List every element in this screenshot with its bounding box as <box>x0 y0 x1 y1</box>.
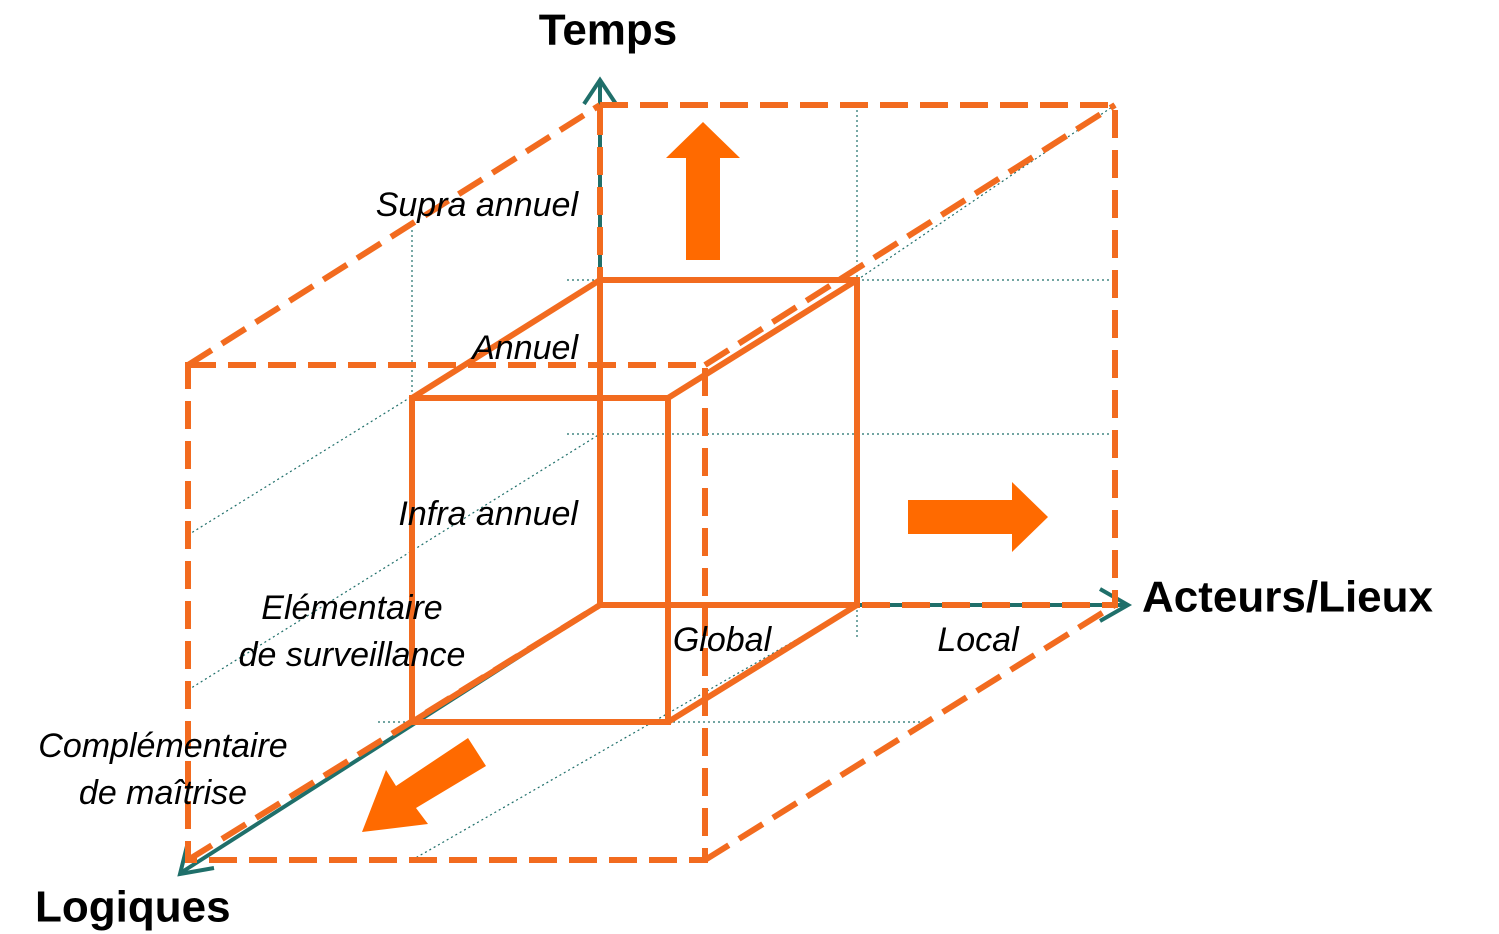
logics-axis-label: Logiques <box>35 883 231 932</box>
actors-level: Local <box>937 621 1020 659</box>
actors-level: Global <box>673 621 773 659</box>
time-axis-label: Temps <box>539 6 678 55</box>
time-level: Infra annuel <box>398 495 579 533</box>
logics-level: de surveillance <box>239 636 466 674</box>
logics-level: Elémentaire <box>261 589 442 627</box>
logics-level: Complémentaire <box>38 727 287 765</box>
actors-axis-label: Acteurs/Lieux <box>1142 573 1434 622</box>
time-level: Annuel <box>470 329 579 367</box>
grid-lines <box>187 104 1116 861</box>
inner-cube <box>409 277 860 725</box>
outer-cube <box>185 102 1118 863</box>
time-level: Supra annuel <box>376 186 580 224</box>
axes <box>177 76 1133 877</box>
logics-level: de maîtrise <box>79 774 247 812</box>
expansion-arrows <box>362 122 1048 832</box>
